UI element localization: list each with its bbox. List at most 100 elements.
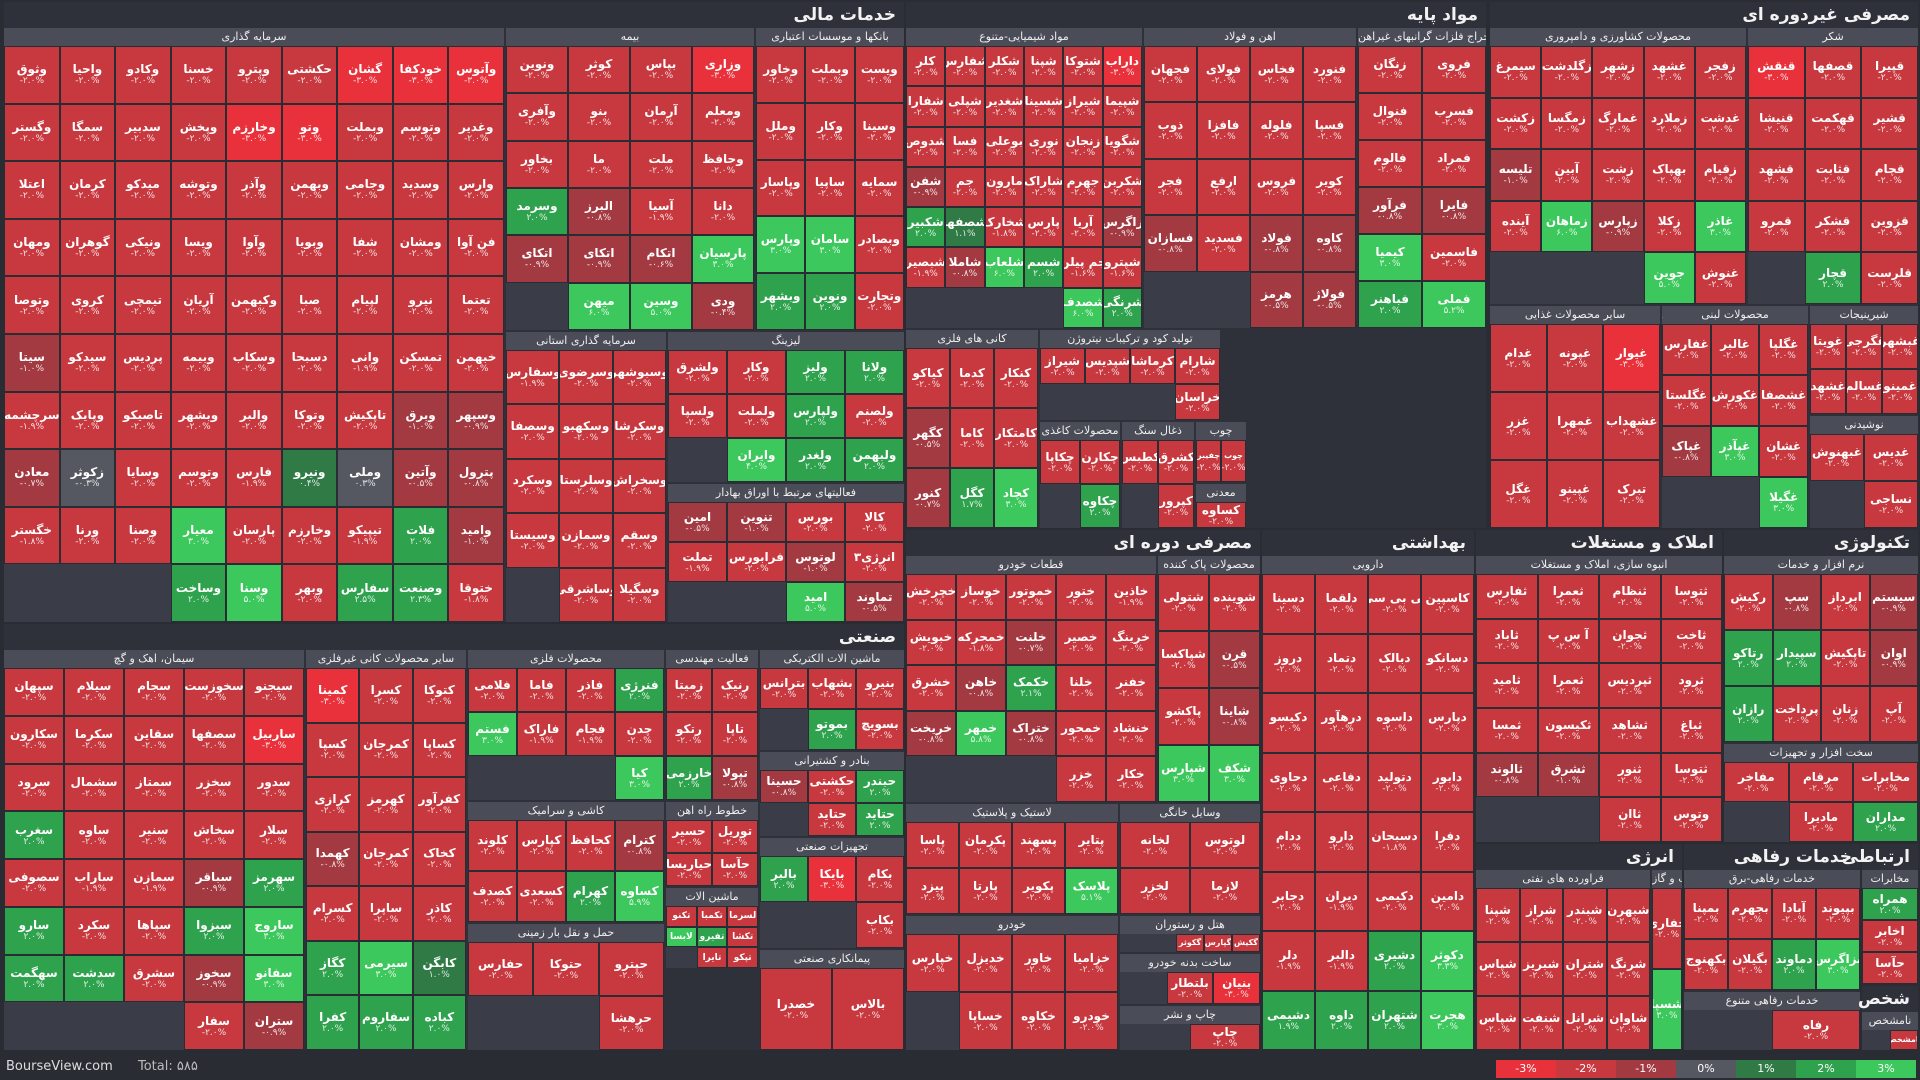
stock-tile[interactable]: قنیشا -۲.۰% (1748, 97, 1805, 150)
stock-tile[interactable]: خکمک ۲.۱% (1006, 665, 1056, 711)
stock-tile[interactable]: شسپا۳.۰% (1652, 969, 1682, 1050)
stock-tile[interactable]: دلقما -۲.۰% (1315, 574, 1368, 634)
stock-tile[interactable]: شتوکا -۲.۰% (1063, 46, 1103, 87)
stock-tile[interactable]: بخاور -۲.۰% (506, 140, 568, 188)
stock-tile[interactable]: لازما -۲.۰% (1190, 868, 1260, 914)
stock-tile[interactable]: خمهر ۵.۸% (956, 710, 1006, 757)
stock-tile[interactable]: غدیس -۲.۰% (1864, 434, 1918, 481)
stock-tile[interactable]: آسیا -۱.۹% (630, 187, 692, 236)
stock-tile[interactable]: درهآور -۲.۰% (1315, 693, 1368, 753)
stock-tile[interactable]: سفار -۲.۰% (184, 1002, 244, 1050)
stock-tile[interactable]: حرهشا -۲.۰% (598, 996, 664, 1050)
stock-tile[interactable]: زنان -۲.۰% (1821, 686, 1870, 742)
stock-tile[interactable]: وسپهر -۰.۹% (448, 391, 504, 450)
stock-tile[interactable]: شسم ۲.۰% (1024, 247, 1064, 288)
stock-tile[interactable]: خمحور -۲.۰% (1056, 710, 1106, 757)
stock-tile[interactable]: دروز -۲.۰% (1262, 633, 1315, 693)
stock-tile[interactable]: فالوم -۲.۰% (1358, 140, 1422, 187)
stock-tile[interactable]: زپارس -۰.۹% (1592, 200, 1644, 253)
stock-tile[interactable]: خچرخش -۲.۰% (906, 574, 956, 620)
stock-tile[interactable]: شگویا -۲.۰% (1102, 126, 1142, 167)
stock-tile[interactable]: کفرآور -۲.۰% (412, 777, 466, 832)
stock-tile[interactable]: پارتا -۲.۰% (959, 868, 1012, 914)
stock-tile[interactable]: صبا -۲.۰% (281, 276, 338, 334)
stock-tile[interactable]: خپارس -۲.۰% (906, 934, 959, 992)
stock-tile[interactable]: ولصنم -۲.۰% (845, 394, 904, 438)
stock-tile[interactable]: وسلرستا -۲.۰% (559, 458, 613, 514)
stock-tile[interactable]: سیدکو -۲.۰% (59, 333, 116, 392)
stock-tile[interactable]: ثتوسا -۲.۰% (1660, 752, 1722, 798)
stock-tile[interactable]: فاذر -۲.۰% (566, 668, 615, 712)
stock-tile[interactable]: کفرا ۲.۰% (306, 995, 360, 1050)
stock-tile[interactable]: کیا ۳.۰% (615, 756, 664, 800)
stock-tile[interactable]: قچار ۲.۰% (1804, 252, 1862, 304)
stock-tile[interactable]: شاوان -۲.۰% (1606, 996, 1650, 1050)
stock-tile[interactable]: دسبحا -۲.۰% (281, 333, 338, 392)
stock-tile[interactable]: غویتا -۲.۰% (1810, 324, 1846, 369)
stock-tile[interactable]: کساپا -۲.۰% (412, 722, 466, 778)
stock-tile[interactable]: زشهر -۲.۰% (1592, 46, 1644, 98)
stock-tile[interactable]: فروی -۲.۰% (1422, 46, 1486, 93)
stock-tile[interactable]: کگل ۱.۷% (950, 468, 994, 528)
stock-tile[interactable]: ولپارس ۲.۰% (786, 394, 845, 438)
stock-tile[interactable]: حسیر -۲.۰% (666, 820, 712, 853)
stock-tile[interactable]: فرآور -۰.۸% (1358, 187, 1422, 234)
stock-tile[interactable]: کامتکار -۲.۰% (994, 408, 1038, 468)
stock-tile[interactable]: وتجارت -۲.۰% (854, 273, 904, 330)
stock-tile[interactable]: بموتو ۲.۰% (808, 709, 856, 750)
stock-tile[interactable]: اخابر -۲.۰% (1862, 920, 1918, 952)
stock-tile[interactable]: قشهد -۲.۰% (1748, 149, 1805, 201)
stock-tile[interactable]: بپیوند -۲.۰% (1816, 888, 1860, 939)
stock-tile[interactable]: فاسمین -۲.۰% (1422, 234, 1486, 281)
stock-tile[interactable]: دجابر -۲.۰% (1262, 871, 1315, 931)
stock-tile[interactable]: ثکیسون -۲.۰% (1537, 707, 1599, 753)
stock-tile[interactable]: زمیتا -۲.۰% (666, 668, 712, 712)
stock-tile[interactable]: وآفری -۲.۰% (506, 93, 568, 141)
stock-tile[interactable]: خزر -۲.۰% (1056, 756, 1106, 802)
stock-tile[interactable]: سنیر -۲.۰% (124, 811, 184, 859)
stock-tile[interactable]: فلوله -۲.۰% (1250, 102, 1303, 159)
stock-tile[interactable]: خاذین -۱.۹% (1106, 574, 1156, 620)
stock-tile[interactable]: وملی ۰.۳% (337, 449, 393, 507)
stock-tile[interactable]: وسفارس -۱.۹% (506, 350, 560, 405)
stock-tile[interactable]: بشهاب -۲.۰% (808, 668, 856, 709)
stock-tile[interactable]: بمپنا -۲.۰% (1684, 888, 1728, 939)
stock-tile[interactable]: شپنا -۲.۰% (1024, 46, 1064, 87)
stock-tile[interactable]: فجهان -۲.۰% (1144, 46, 1197, 103)
stock-tile[interactable]: خساپا -۲.۰% (959, 992, 1012, 1050)
stock-tile[interactable]: سصوفی -۲.۰% (4, 859, 64, 907)
stock-tile[interactable]: غالبر -۲.۰% (1710, 324, 1760, 375)
stock-tile[interactable]: فافزا -۲.۰% (1197, 102, 1250, 159)
stock-tile[interactable]: زکلا -۲.۰% (1643, 200, 1695, 253)
stock-tile[interactable]: ولیز ۲.۰% (786, 350, 845, 394)
stock-tile[interactable]: شوینده -۲.۰% (1209, 574, 1260, 631)
stock-tile[interactable]: غپاک -۰.۸% (1662, 426, 1711, 477)
stock-tile[interactable]: شیراز -۲.۰% (1040, 348, 1085, 384)
stock-tile[interactable]: فولاژ -۰.۵% (1303, 271, 1356, 328)
stock-tile[interactable]: دبالک -۲.۰% (1368, 633, 1421, 693)
stock-tile[interactable]: سکرما -۲.۰% (64, 715, 124, 764)
stock-tile[interactable]: وخاور -۲.۰% (756, 46, 806, 103)
stock-tile[interactable]: سقاین -۲.۰% (124, 715, 184, 764)
stock-tile[interactable]: واحیا -۲.۰% (59, 46, 116, 104)
stock-tile[interactable]: کپرور -۲.۰% (1158, 484, 1194, 528)
stock-tile[interactable]: خصیر -۲.۰% (1056, 619, 1106, 666)
stock-tile[interactable]: وکار -۲.۰% (805, 102, 855, 160)
stock-tile[interactable]: خبهمن -۲.۰% (448, 333, 504, 392)
stock-tile[interactable]: چکاوه ۲.۰% (1080, 484, 1120, 528)
stock-tile[interactable]: ثاباد -۲.۰% (1476, 618, 1538, 664)
stock-tile[interactable]: مفاخر -۲.۰% (1724, 762, 1789, 802)
stock-tile[interactable]: حتوکا -۲.۰% (533, 942, 599, 996)
stock-tile[interactable]: خلنت -۰.۷% (1006, 619, 1056, 666)
stock-tile[interactable]: خاور -۲.۰% (1012, 934, 1065, 992)
stock-tile[interactable]: زفجر -۲.۰% (1694, 46, 1746, 98)
stock-tile[interactable]: دماوند ۲.۰% (1772, 939, 1816, 990)
stock-tile[interactable]: کتوکا -۲.۰% (412, 668, 466, 723)
stock-tile[interactable]: تیپیکو -۱.۹% (337, 506, 393, 565)
stock-tile[interactable]: دسانکو -۲.۰% (1421, 633, 1474, 693)
stock-tile[interactable]: شکربن -۲.۰% (1102, 166, 1142, 208)
stock-tile[interactable]: ومهان -۲.۰% (4, 218, 60, 277)
stock-tile[interactable]: دامین -۲.۰% (1421, 871, 1474, 931)
stock-tile[interactable]: فسپا -۲.۰% (1303, 102, 1356, 159)
stock-tile[interactable]: وتوسم -۲.۰% (170, 449, 227, 507)
